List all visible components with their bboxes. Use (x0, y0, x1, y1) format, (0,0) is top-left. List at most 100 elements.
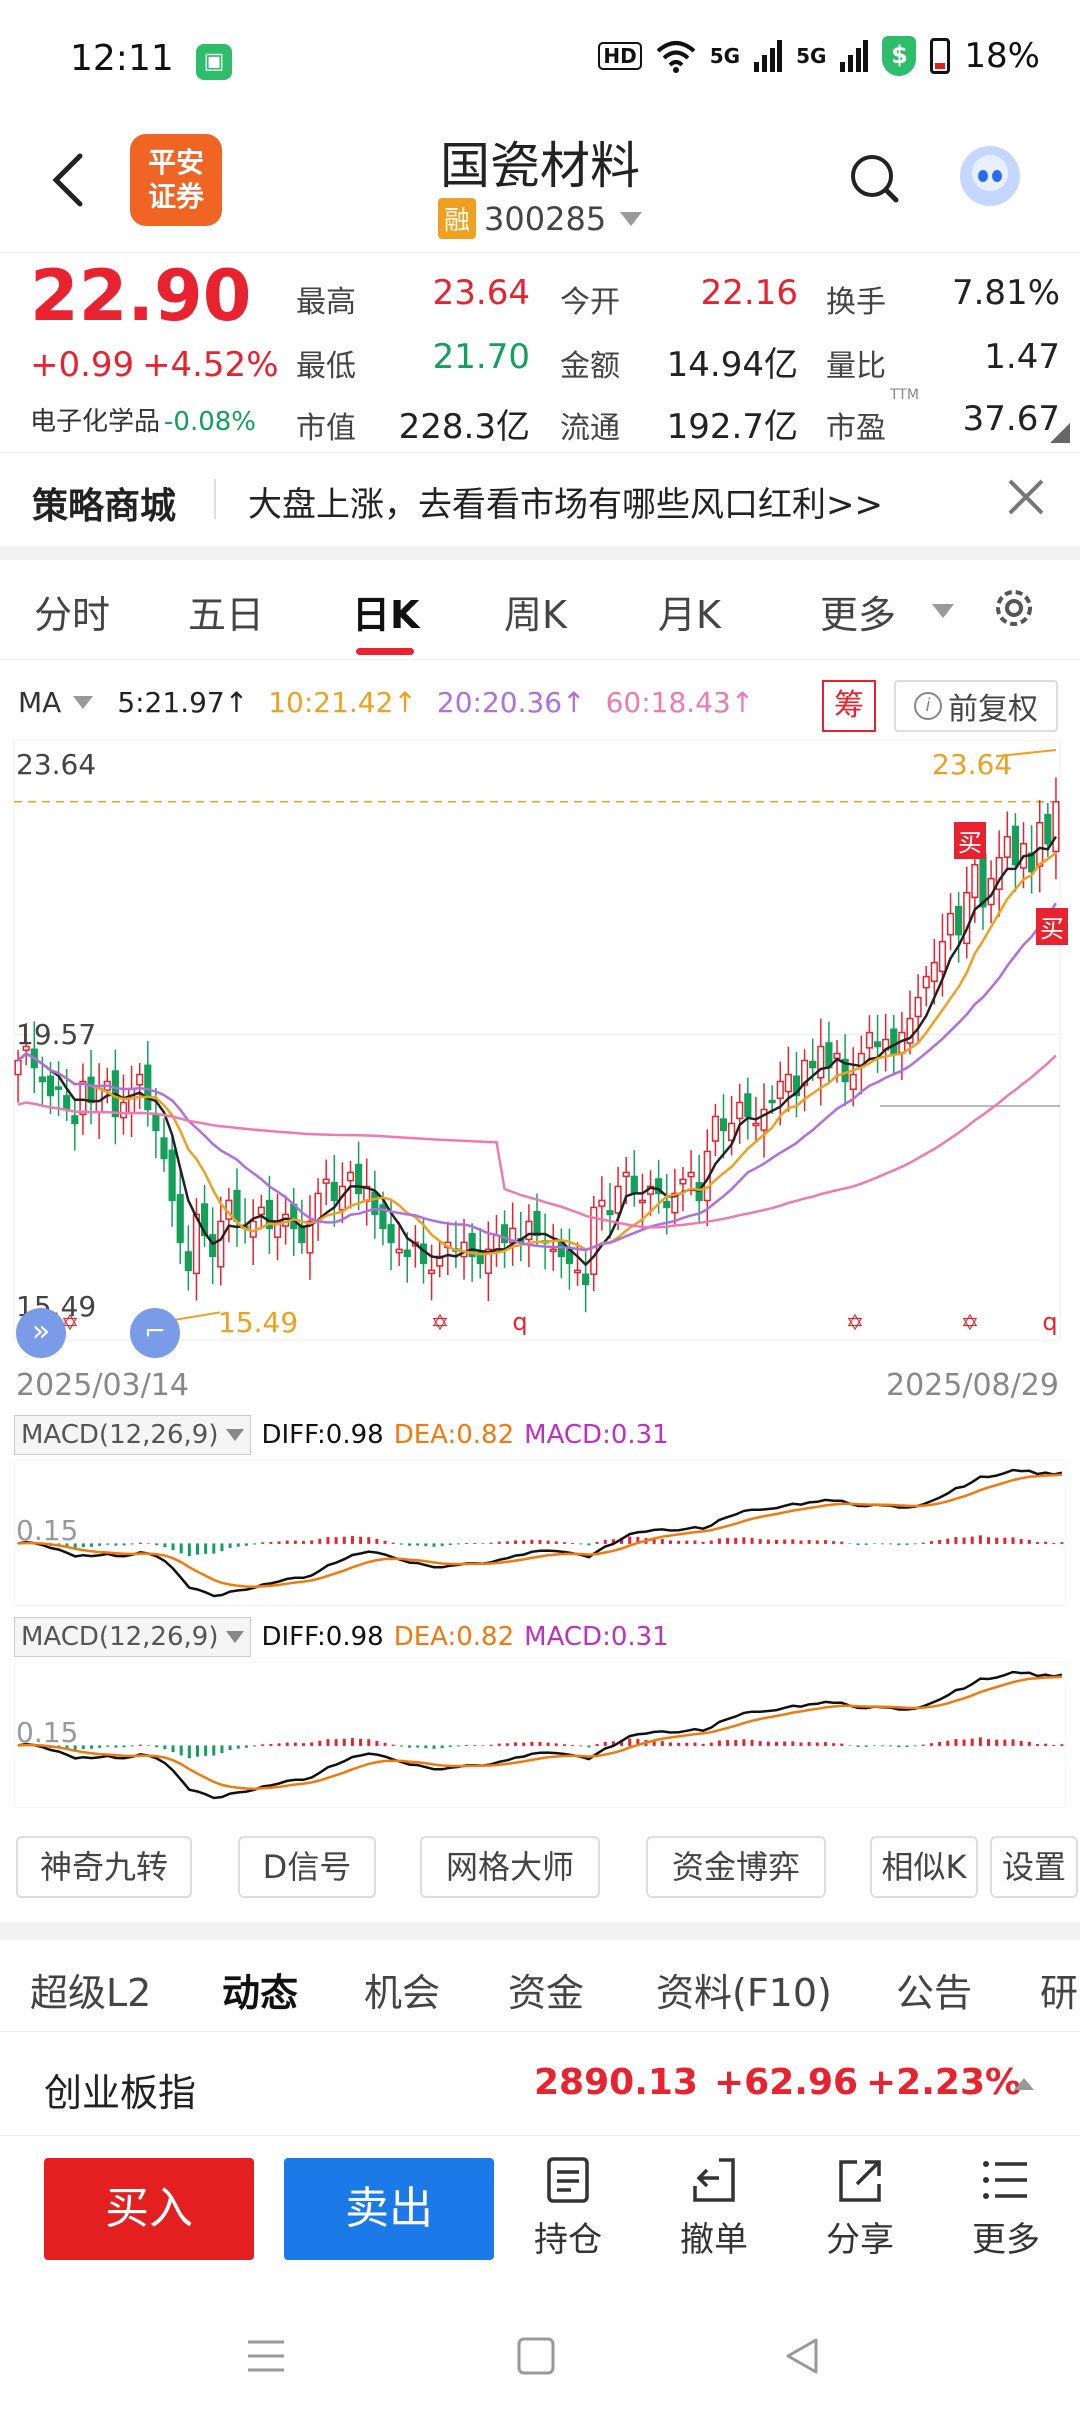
share-label: 分享 (826, 2220, 894, 2260)
close-icon[interactable] (1004, 475, 1048, 519)
info-tabs: 超级L2 动态 机会 资金 资料(F10) 公告 研 (0, 1940, 1080, 2032)
index-ticker[interactable]: 创业板指 2890.13 +62.96 +2.23% (0, 2032, 1080, 2136)
share-icon (839, 2160, 881, 2202)
tab-funds[interactable]: 资金 (508, 1971, 585, 2015)
kline-chart[interactable]: ✡ ✡ ✡ ✡q q (0, 740, 1080, 1360)
ma-selector[interactable]: MA (18, 686, 62, 719)
tool-settings[interactable]: 设置 (990, 1836, 1078, 1898)
candle-body (671, 1192, 679, 1214)
battery-icon (930, 38, 951, 74)
q-marker: q (512, 1308, 527, 1336)
candle-body (841, 1058, 849, 1083)
indicator-name: MACD(12,26,9) (21, 1420, 219, 1450)
holdings-button[interactable]: 持仓 (508, 2156, 628, 2261)
tool-grid-master[interactable]: 网格大师 (420, 1836, 600, 1898)
candle-body (1052, 801, 1060, 853)
candle-body (573, 1269, 582, 1274)
candle-body (217, 1220, 225, 1268)
open-value: 22.16 (700, 273, 798, 313)
gear-icon[interactable] (990, 584, 1038, 632)
menu-nav-icon[interactable] (246, 2338, 286, 2374)
buy-signal-badge-2[interactable]: 买 (1036, 908, 1068, 945)
macd-chart-2[interactable] (14, 1662, 1066, 1808)
tool-fund-game[interactable]: 资金博弈 (646, 1836, 826, 1898)
vol-ratio-value: 1.47 (984, 337, 1060, 377)
tab-f10[interactable]: 资料(F10) (656, 1971, 832, 2015)
more-list-icon (983, 2161, 1027, 2199)
macd-chart[interactable] (14, 1460, 1066, 1606)
candle-body (79, 1080, 87, 1116)
buy-button[interactable]: 买入 (44, 2158, 254, 2260)
more-label: 更多 (972, 2220, 1040, 2260)
home-nav-icon[interactable] (516, 2336, 556, 2376)
tool-d-signal[interactable]: D信号 (238, 1836, 376, 1898)
range-select-icon[interactable]: ⌐ (130, 1308, 180, 1358)
wifi-icon (656, 41, 696, 73)
chip-distribution-button[interactable]: 筹 (822, 680, 876, 732)
candle-body (598, 1199, 606, 1207)
indicator-selector-2[interactable]: MACD(12,26,9) (14, 1617, 252, 1657)
stock-header: 平安 证券 国瓷材料 融 300285 (0, 120, 1080, 250)
tab-intraday[interactable]: 分时 (34, 593, 111, 637)
tab-daily-k[interactable]: 日K (352, 593, 420, 637)
high-marker-line (995, 749, 1057, 758)
logo-text-2: 证券 (147, 180, 204, 213)
tab-announcements[interactable]: 公告 (896, 1971, 973, 2015)
price-adjust-button[interactable]: i 前复权 (894, 680, 1058, 732)
share-button[interactable]: 分享 (800, 2156, 920, 2261)
candle-body (946, 912, 955, 936)
more-button[interactable]: 更多 (946, 2156, 1066, 2261)
chevron-down-icon[interactable] (73, 696, 94, 709)
ai-assistant-icon[interactable] (960, 146, 1020, 206)
back-icon[interactable] (44, 150, 94, 210)
candle-body (906, 1017, 914, 1044)
candle-body (460, 1241, 468, 1258)
indicator-selector[interactable]: MACD(12,26,9) (14, 1415, 252, 1455)
candle-body (168, 1149, 176, 1202)
candle-body (152, 1114, 160, 1132)
indicator-name: MACD(12,26,9) (21, 1622, 219, 1652)
star-marker: ✡ (846, 1311, 864, 1336)
search-icon[interactable] (846, 150, 902, 206)
tool-similar-k[interactable]: 相似K (870, 1836, 978, 1898)
buy-signal-badge[interactable]: 买 (954, 822, 986, 859)
ma5-value: 5:21.97↑ (117, 686, 249, 719)
back-nav-icon[interactable] (782, 2336, 822, 2376)
macd-frame (14, 1662, 1066, 1808)
candle-body (71, 1115, 79, 1125)
hd-icon: HD (598, 42, 642, 70)
sell-button[interactable]: 卖出 (284, 2158, 494, 2260)
tab-super-l2[interactable]: 超级L2 (30, 1971, 152, 2015)
chevron-up-icon[interactable] (1014, 2078, 1034, 2090)
price-adjust-label: 前复权 (948, 692, 1038, 727)
candle-body (663, 1200, 671, 1209)
ma60-line (17, 1054, 1057, 1229)
sector-change: -0.08% (164, 407, 256, 437)
expand-corner-icon[interactable] (1050, 423, 1070, 443)
tab-research[interactable]: 研 (1040, 1971, 1079, 2015)
tab-weekly-k[interactable]: 周K (504, 593, 567, 637)
low-label: 最低 (296, 349, 356, 384)
diff-line (17, 1670, 1063, 1800)
index-name: 创业板指 (44, 2071, 197, 2115)
candle-body (914, 996, 922, 1018)
chevron-down-icon (932, 604, 954, 618)
ma10-line (17, 851, 1057, 1256)
candle-body (752, 1122, 760, 1127)
strategy-banner[interactable]: 策略商城 大盘上涨，去看看市场有哪些风口红利>> (0, 452, 1080, 546)
candle-body (679, 1178, 687, 1185)
tab-monthly-k[interactable]: 月K (658, 593, 721, 637)
tab-more[interactable]: 更多 (820, 593, 897, 637)
high-value: 23.64 (432, 273, 530, 313)
cancel-order-button[interactable]: 撤单 (654, 2156, 774, 2261)
tool-nine-turn[interactable]: 神奇九转 (16, 1836, 192, 1898)
tab-news[interactable]: 动态 (222, 1971, 299, 2015)
expand-panel-icon[interactable]: » (16, 1308, 66, 1358)
tab-five-day[interactable]: 五日 (188, 593, 265, 637)
stock-code-selector[interactable]: 融 300285 (438, 198, 643, 239)
tab-opportunity[interactable]: 机会 (364, 1971, 441, 2015)
candle-body (622, 1171, 630, 1178)
sector-info[interactable]: 电子化学品 -0.08% (30, 401, 256, 438)
candle-body (590, 1206, 598, 1275)
candle-body (428, 1269, 436, 1275)
